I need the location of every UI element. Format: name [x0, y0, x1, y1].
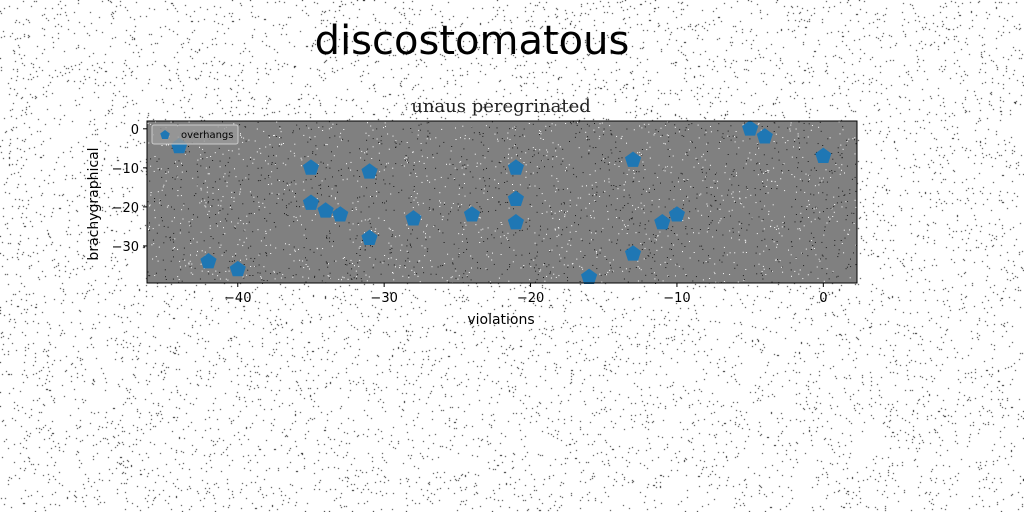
data-point	[624, 151, 642, 167]
data-point	[361, 229, 378, 245]
y-tick-label: −20	[112, 201, 139, 216]
legend: overhangs	[151, 124, 239, 145]
data-point	[405, 210, 422, 226]
x-tick-label: −40	[224, 291, 251, 306]
data-point	[815, 147, 832, 164]
x-tick-label: −20	[517, 291, 544, 306]
data-point	[317, 202, 334, 218]
x-axis-ticks: −40 −30 −20 −10 0	[224, 283, 827, 306]
data-point	[624, 245, 642, 261]
plot-speckles	[147, 121, 858, 284]
data-point	[332, 206, 349, 222]
y-tick-label: 0	[131, 123, 139, 138]
data-point	[302, 159, 320, 175]
x-tick-label: −30	[370, 291, 397, 306]
chart-title: unaus peregrinated	[411, 96, 591, 117]
data-point	[463, 206, 481, 222]
legend-box	[151, 124, 239, 145]
data-point	[200, 253, 217, 269]
data-point	[302, 194, 320, 210]
x-tick-label: 0	[819, 291, 827, 306]
legend-marker	[160, 130, 170, 140]
y-tick-label: −30	[112, 240, 139, 255]
data-points	[171, 120, 832, 285]
plot-frame	[146, 120, 858, 284]
data-point	[742, 120, 759, 136]
data-point	[654, 213, 671, 230]
y-tick-label: −10	[112, 162, 139, 177]
legend-label: overhangs	[181, 130, 234, 141]
y-axis-label: brachygraphical	[86, 147, 102, 260]
y-axis-ticks: 0 −10 −20 −30	[112, 123, 147, 255]
data-point	[756, 128, 773, 144]
data-point	[229, 260, 246, 277]
data-point	[507, 213, 524, 230]
data-point	[507, 190, 524, 206]
data-point	[581, 268, 598, 285]
data-point	[361, 163, 378, 179]
x-tick-label: −10	[663, 291, 690, 306]
x-axis-label: violations	[467, 312, 534, 328]
figure-suptitle: discostomatous	[314, 18, 630, 64]
data-point	[507, 159, 524, 175]
data-point	[668, 206, 686, 222]
